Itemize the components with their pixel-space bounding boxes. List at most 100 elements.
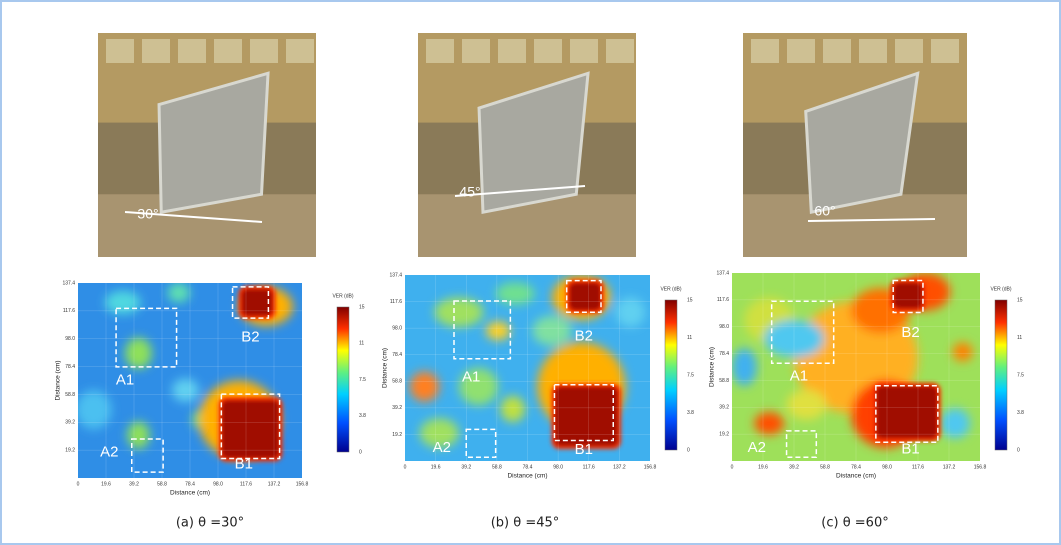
x-tick-label: 98.0 [213,481,223,487]
panel: 45°A1A2B1B2019.639.258.878.498.0117.6137… [382,33,694,531]
x-tick-label: 39.2 [129,481,139,487]
x-tick-label: 137.2 [943,464,956,470]
region-label: B1 [901,441,919,458]
x-tick-label: 156.8 [974,464,987,470]
heat-blob [501,396,526,422]
region-label: A1 [116,371,134,388]
x-axis-label: Distance (cm) [170,490,210,497]
x-tick-label: 117.6 [583,464,595,470]
heat-blob [127,421,149,448]
photo-window [895,39,923,63]
x-tick-label: 117.6 [912,464,924,470]
panel-caption: (c) θ =60° [821,516,888,531]
colorbar-tick-label: 11 [1017,335,1022,341]
photo-window [142,39,170,63]
x-tick-label: 58.8 [492,464,502,470]
photo-window [286,39,314,63]
colorbar-title: VER (dB) [660,286,681,292]
x-tick-label: 0 [404,464,407,470]
y-tick-label: 19.2 [392,432,402,438]
x-tick-label: 78.4 [523,464,533,470]
x-tick-label: 137.2 [268,481,281,487]
photo-window [462,39,490,63]
y-tick-label: 117.6 [390,299,402,305]
x-tick-label: 39.2 [789,464,799,470]
colorbar [665,300,677,450]
figure: 30° A1 A2 B1 B2 0 19.6 39.2 58.8 78.4 98.0 117.6 137… [0,0,1061,545]
y-axis-label: Distance (cm) [382,348,389,388]
hot-zone [221,400,279,459]
hot-zone [893,282,923,308]
heat-blob [410,372,439,402]
angle-label: 30° [137,206,158,222]
y-tick-label: 19.2 [719,431,729,437]
x-tick-label: 58.8 [820,464,830,470]
heat-blob [486,322,511,341]
x-tick-label: 39.2 [461,464,471,470]
region-label: B1 [575,441,593,458]
photo: 45° [418,33,636,257]
photo: 30° [98,33,316,257]
panel-caption: (a) θ =30° [176,516,244,531]
photo-window [106,39,134,63]
x-axis-label: Distance (cm) [836,473,876,480]
colorbar-title: VER (dB) [990,286,1011,292]
region-label: B2 [901,324,919,341]
heat-blob [754,412,784,435]
x-tick-label: 156.8 [644,464,657,470]
colorbar [337,307,349,452]
colorbar [995,300,1007,450]
colorbar-tick-label: 7.5 [359,377,366,383]
colorbar-tick-label: 3.8 [687,410,694,416]
heat-blob [787,390,827,420]
region-label: A2 [748,439,766,456]
y-axis-label: Distance (cm) [709,347,716,387]
region-label: B2 [241,329,259,346]
y-tick-label: 58.8 [719,378,729,384]
heatmap [732,273,980,461]
region-label: A1 [790,367,808,384]
y-tick-label: 137.4 [716,270,729,276]
x-tick-label: 0 [77,481,80,487]
y-tick-label: 117.6 [717,297,729,303]
x-tick-label: 98.0 [553,464,563,470]
y-tick-label: 58.8 [392,379,402,385]
y-tick-label: 98.0 [65,336,75,342]
colorbar-tick-label: 15 [687,297,693,303]
x-tick-label: 58.8 [157,481,167,487]
y-tick-label: 39.2 [65,420,75,426]
colorbar-tick-label: 3.8 [359,413,366,419]
y-tick-label: 137.4 [62,280,75,286]
x-tick-label: 137.2 [613,464,626,470]
y-tick-label: 98.0 [392,325,402,331]
heat-blob [168,283,190,303]
colorbar-tick-label: 7.5 [1017,372,1024,378]
photo-window [426,39,454,63]
colorbar-tick-label: 3.8 [1017,410,1024,416]
photo-window [250,39,278,63]
y-axis-label: Distance (cm) [55,360,62,400]
hot-zone [554,387,618,447]
photo-window [859,39,887,63]
heat-blob [953,343,973,362]
hot-zone [569,282,601,310]
x-tick-label: 19.6 [101,481,111,487]
figure-page: 30° A1 A2 B1 B2 0 19.6 39.2 58.8 78.4 98.0 117.6 137… [0,0,1061,545]
y-tick-label: 19.2 [65,447,75,453]
colorbar-title: VER (dB) [332,293,353,299]
heat-blob [125,338,152,369]
photo-window [751,39,779,63]
y-tick-label: 58.8 [65,392,75,398]
x-axis-label: Distance (cm) [507,473,547,480]
colorbar-tick-label: 11 [687,335,692,341]
region-label: A1 [462,368,480,385]
photo-window [498,39,526,63]
x-tick-label: 78.4 [851,464,861,470]
angle-label: 45° [459,184,480,200]
heat-blob [172,379,199,402]
colorbar-tick-label: 0 [1017,447,1020,453]
x-tick-label: 19.6 [758,464,768,470]
y-tick-label: 117.6 [63,308,75,314]
angle-label: 60° [814,203,835,219]
